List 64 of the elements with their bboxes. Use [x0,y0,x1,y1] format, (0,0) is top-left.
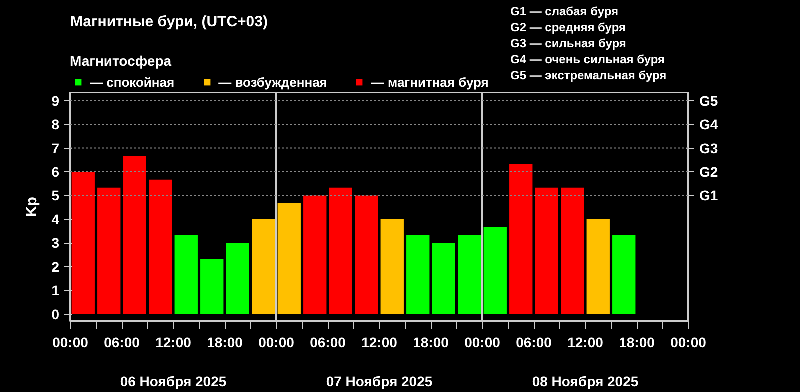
bar [278,204,301,314]
text: 07 Ноября 2025 [326,374,433,390]
y-tick-label: 3 [52,235,60,252]
text: 08 Ноября 2025 [532,374,639,390]
bar [432,243,456,314]
bar [406,235,430,314]
ref-line-label: G3 [700,140,718,156]
y-tick-label: 7 [52,140,60,156]
bar [226,243,250,314]
x-tick-label: 18:00 [413,334,450,350]
x-tick-label: 12:00 [362,334,398,350]
y-tick-label: 5 [52,188,60,204]
bar [380,219,404,314]
bar [458,235,482,314]
y-tick-label: 9 [52,92,60,109]
x-tick-label: 18:00 [207,334,244,350]
bar [510,164,533,314]
bar [174,235,198,314]
text: G2 — средняя буря [510,20,626,34]
legend-label: — спокойная [90,74,175,90]
ref-line-label: G4 [700,116,718,133]
ref-line-label: G2 [700,164,718,180]
x-tick-label: 00:00 [52,334,89,350]
x-tick-label: 00:00 [464,334,501,350]
y-tick-label: 0 [52,306,60,322]
x-tick-label: 06:00 [310,334,346,350]
bar [561,188,584,314]
bar [123,156,146,314]
x-tick-label: 12:00 [156,334,192,350]
y-axis-title: Kp [24,197,41,217]
text: G5 — экстремальная буря [510,68,667,82]
text: G3 — сильная буря [510,36,626,50]
bar [586,219,610,314]
text: G1 — слабая буря [510,4,619,18]
bar [355,196,378,314]
bar [484,227,507,314]
y-tick-label: 4 [52,211,60,228]
bar [304,196,327,314]
y-tick-label: 2 [52,258,60,275]
x-tick-label: 00:00 [670,334,707,350]
y-tick-label: 6 [52,164,60,180]
x-tick-label: 06:00 [104,334,140,350]
x-tick-label: 18:00 [619,334,656,350]
bar [98,188,121,314]
x-tick-label: 12:00 [568,334,604,350]
ref-line-label: G5 [700,92,718,109]
y-tick-label: 8 [52,116,60,133]
chart-title: Магнитные бури, (UTC+03) [70,14,268,30]
legend-title: Магнитосфера [70,53,173,69]
bar [252,219,276,314]
legend-label: — магнитная буря [371,74,489,90]
bar [72,172,95,314]
text: G4 — очень сильная буря [510,52,666,66]
text: 06 Ноября 2025 [120,374,227,390]
x-tick-label: 06:00 [516,334,552,350]
bar [535,188,558,314]
ref-line-label: G1 [700,188,718,204]
bar [200,259,224,314]
y-tick-label: 1 [52,282,60,299]
bar [612,235,636,314]
bar [149,180,172,314]
bar [329,188,352,314]
x-tick-label: 00:00 [258,334,295,350]
legend-label: — возбужденная [218,74,328,90]
